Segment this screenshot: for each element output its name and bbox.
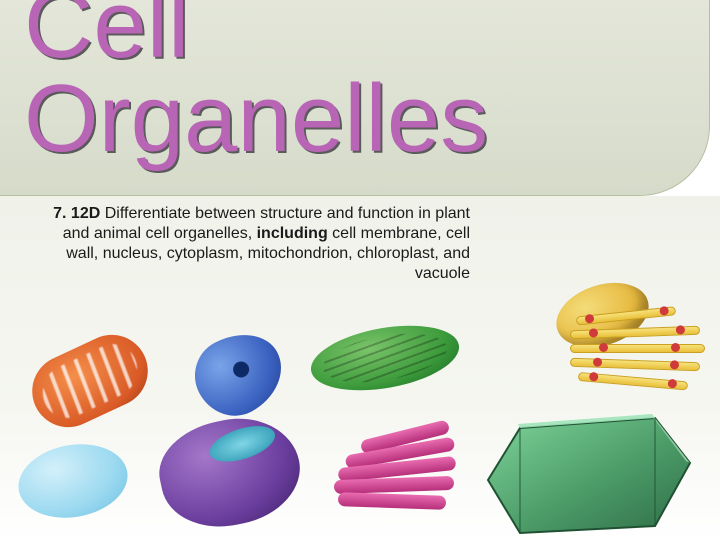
mitochondrion-icon xyxy=(20,323,159,439)
nucleus-icon xyxy=(151,407,310,539)
endoplasmic-reticulum-icon xyxy=(330,430,460,520)
subtitle-bold-including: including xyxy=(257,225,328,242)
slide-background: CellOrganelles 7. 12D Differentiate betw… xyxy=(0,0,720,540)
cell-wall-icon xyxy=(480,408,695,538)
vacuole-icon xyxy=(13,436,134,526)
chloroplast-icon xyxy=(306,315,464,400)
slide-subtitle: 7. 12D Differentiate between structure a… xyxy=(30,204,470,284)
ribosome-icon xyxy=(182,319,296,429)
standard-code: 7. 12D xyxy=(53,205,100,222)
slide-title: CellOrganelles xyxy=(24,0,488,166)
organelle-illustrations xyxy=(0,310,720,540)
